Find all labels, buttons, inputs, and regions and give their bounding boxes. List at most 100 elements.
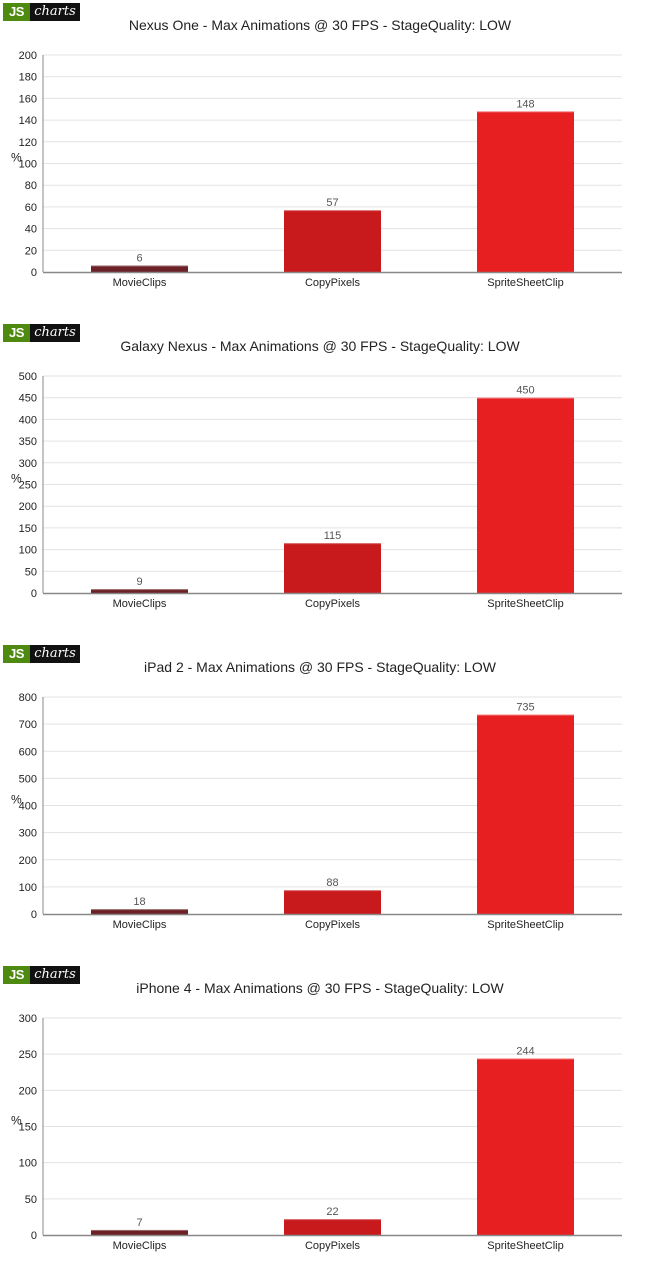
chart-panel-iphone-4: JS charts iPhone 4 - Max Animations @ 30… [0,963,648,1276]
y-tick-label: 450 [19,393,37,405]
bar [477,1058,574,1235]
logo-charts-text: charts [30,645,80,663]
y-tick-label: 40 [25,224,37,236]
y-axis-label: % [11,151,22,165]
x-tick-label: SpriteSheetClip [487,919,563,931]
x-tick-label: MovieClips [113,277,167,289]
bar-chart: 0 20 40 60 80 100 120 140 160 180 200% 6 MovieClips 5… [11,50,622,289]
bar [477,397,574,593]
x-tick-label: CopyPixels [305,1240,361,1252]
y-tick-label: 300 [19,828,37,840]
y-axis-label: % [11,472,22,486]
y-tick-label: 150 [19,1122,37,1134]
y-tick-label: 350 [19,436,37,448]
bar [91,265,188,272]
y-tick-label: 200 [19,50,37,62]
jscharts-logo[interactable]: JS charts [3,3,80,21]
bar-value-label: 450 [516,385,534,397]
y-tick-label: 500 [19,371,37,383]
y-tick-label: 200 [19,855,37,867]
logo-charts-text: charts [30,324,80,342]
x-tick-label: SpriteSheetClip [487,1240,563,1252]
y-tick-label: 180 [19,72,37,84]
bar-value-label: 57 [326,197,338,209]
y-tick-label: 140 [19,115,37,127]
y-tick-label: 250 [19,480,37,492]
logo-charts-text: charts [30,966,80,984]
y-axis-label: % [11,1114,22,1128]
logo-js-text: JS [3,645,30,663]
chart-panel-ipad-2: JS charts iPad 2 - Max Animations @ 30 F… [0,642,648,955]
y-tick-label: 300 [19,1013,37,1025]
y-tick-label: 20 [25,245,37,257]
y-tick-label: 600 [19,746,37,758]
x-tick-label: SpriteSheetClip [487,598,563,610]
chart-title: Nexus One - Max Animations @ 30 FPS - St… [128,17,512,33]
logo-charts-text: charts [30,3,80,21]
x-tick-label: MovieClips [113,919,167,931]
y-tick-label: 0 [31,909,37,921]
y-tick-label: 250 [19,1049,37,1061]
x-tick-label: MovieClips [113,1240,167,1252]
bar [91,589,188,593]
y-tick-label: 80 [25,180,37,192]
chart-panel-galaxy-nexus: JS charts Galaxy Nexus - Max Animations … [0,321,648,634]
y-tick-label: 100 [19,159,37,171]
bar [477,111,574,272]
bar [284,1219,381,1235]
y-tick-label: 400 [19,414,37,426]
bar [477,714,574,914]
x-tick-label: CopyPixels [305,277,361,289]
y-tick-label: 100 [19,1158,37,1170]
bar [284,543,381,593]
y-tick-label: 0 [31,588,37,600]
bar-value-label: 88 [326,877,338,889]
x-tick-label: CopyPixels [305,598,361,610]
y-tick-label: 160 [19,93,37,105]
chart-title: Galaxy Nexus - Max Animations @ 30 FPS -… [120,338,520,354]
y-tick-label: 100 [19,545,37,557]
y-tick-label: 500 [19,773,37,785]
jscharts-logo[interactable]: JS charts [3,645,80,663]
chart-title: iPhone 4 - Max Animations @ 30 FPS - Sta… [136,980,504,996]
y-tick-label: 200 [19,1085,37,1097]
bar [91,1229,188,1235]
jscharts-logo[interactable]: JS charts [3,324,80,342]
logo-js-text: JS [3,966,30,984]
y-tick-label: 0 [31,267,37,279]
bar [91,909,188,914]
logo-js-text: JS [3,324,30,342]
y-tick-label: 800 [19,692,37,704]
y-tick-label: 60 [25,202,37,214]
chart-title: iPad 2 - Max Animations @ 30 FPS - Stage… [144,659,496,675]
y-tick-label: 0 [31,1230,37,1242]
bar-value-label: 18 [133,896,145,908]
y-tick-label: 100 [19,882,37,894]
y-tick-label: 50 [25,566,37,578]
x-tick-label: MovieClips [113,598,167,610]
bar-chart: 0 100 200 300 400 500 600 700 800% 18 MovieClips 88… [11,692,622,931]
bar-value-label: 6 [136,252,142,264]
chart-panel-nexus-one: JS charts Nexus One - Max Animations @ 3… [0,0,648,313]
y-axis-label: % [11,793,22,807]
bar-value-label: 148 [516,98,534,110]
bar-value-label: 244 [516,1046,534,1058]
bar-value-label: 115 [324,530,342,542]
bar-chart: 0 50 100 150 200 250 300 350 400 450 500% 9 MovieCli… [11,371,622,610]
bar-value-label: 22 [326,1206,338,1218]
bar-value-label: 7 [136,1217,142,1229]
bar-value-label: 9 [136,576,142,588]
y-tick-label: 300 [19,458,37,470]
bar-chart: 0 50 100 150 200 250 300% 7 MovieClips 22 CopyPixe… [11,1013,622,1252]
y-tick-label: 120 [19,137,37,149]
bar [284,890,381,914]
y-tick-label: 400 [19,801,37,813]
jscharts-logo[interactable]: JS charts [3,966,80,984]
bar-value-label: 735 [516,702,534,714]
x-tick-label: CopyPixels [305,919,361,931]
y-tick-label: 50 [25,1194,37,1206]
y-tick-label: 150 [19,523,37,535]
y-tick-label: 200 [19,501,37,513]
logo-js-text: JS [3,3,30,21]
